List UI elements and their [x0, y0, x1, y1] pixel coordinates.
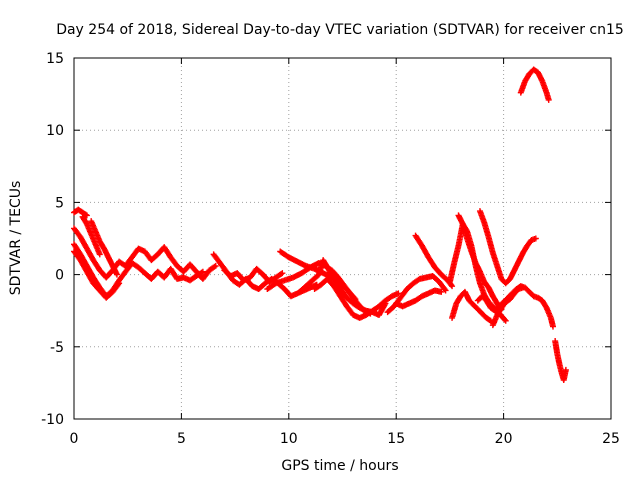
data-point: [211, 263, 218, 270]
data-point: [501, 316, 508, 323]
data-point: [83, 212, 90, 219]
data-point: [212, 262, 219, 269]
axis-ticks: 0 5 10 15 20 25 -10 -5 0 5 10 15: [41, 51, 620, 447]
series-arc-23: [552, 338, 569, 384]
y-tick-label: 15: [46, 51, 64, 67]
series-arc-06: [79, 213, 103, 258]
data-point: [532, 235, 539, 242]
y-tick-label: -10: [41, 412, 64, 428]
data-point: [550, 323, 557, 330]
data-point: [438, 288, 445, 295]
series-arc-22: [517, 66, 552, 103]
data-point: [442, 287, 449, 294]
data-point: [562, 366, 569, 373]
data-point: [545, 96, 552, 103]
data-point: [449, 283, 456, 290]
x-tick-label: 20: [495, 431, 513, 447]
data-point: [113, 271, 120, 278]
series-arc-21: [489, 284, 526, 329]
chart-title: Day 254 of 2018, Sidereal Day-to-day VTE…: [56, 22, 624, 38]
data-point: [278, 271, 285, 278]
data-point: [519, 284, 526, 291]
series-arc-04: [71, 248, 123, 301]
data-point: [116, 280, 123, 287]
series-arc-11: [296, 257, 389, 319]
grid-lines: [74, 58, 611, 419]
x-tick-label: 15: [387, 431, 405, 447]
series-arc-19: [476, 208, 539, 287]
data-point: [502, 317, 509, 324]
data-point: [441, 286, 448, 293]
x-tick-label: 10: [280, 431, 298, 447]
series-arc-17: [449, 288, 494, 324]
data-point: [115, 281, 122, 288]
series-arc-13: [384, 273, 449, 316]
x-tick-label: 5: [177, 431, 186, 447]
x-tick-label: 0: [70, 431, 79, 447]
x-axis-label: GPS time / hours: [281, 458, 398, 474]
y-tick-label: 5: [55, 195, 64, 211]
series-arc-08: [221, 265, 286, 285]
y-tick-label: 10: [46, 123, 64, 139]
y-axis-label: SDTVAR / TECUs: [8, 181, 24, 296]
data-point: [96, 251, 103, 258]
data-point: [279, 270, 286, 277]
series-arc-12: [311, 275, 402, 321]
data-point: [199, 268, 206, 275]
plot-frame: [73, 57, 612, 420]
y-tick-label: -5: [50, 340, 64, 356]
data-point: [82, 211, 89, 218]
data-points: [71, 66, 569, 384]
series-arc-14: [393, 287, 445, 310]
data-point: [198, 269, 205, 276]
data-point: [448, 281, 455, 288]
series-arc-05: [88, 218, 120, 278]
y-tick-label: 0: [55, 268, 64, 284]
data-point: [486, 317, 493, 324]
series-arc-02: [71, 225, 219, 282]
x-tick-label: 25: [602, 431, 620, 447]
